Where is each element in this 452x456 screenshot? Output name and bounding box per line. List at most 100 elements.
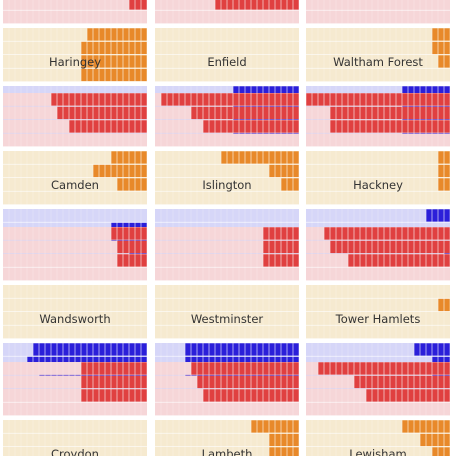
bar-block-islington-1-10 <box>233 106 239 120</box>
bar-block-wandsworth-8-14 <box>57 343 63 356</box>
bar-block-camden-5-5 <box>111 164 117 178</box>
bar-block-camden-0-9 <box>87 93 93 106</box>
bar-block-hackney-1-16 <box>348 106 354 120</box>
bar-block-westminster-8-8 <box>245 343 251 356</box>
bar-block-croydon-2-7 <box>99 389 105 402</box>
bar-block-lambeth-0-17 <box>191 362 197 375</box>
bar-block-hackney-0-14 <box>360 93 366 106</box>
bar-block-lewisham-4-0 <box>444 420 450 433</box>
bar-block-westminster-0-5 <box>263 227 269 240</box>
bar-block-islington-1-12 <box>221 106 227 120</box>
bar-block-lewisham-1-7 <box>402 375 408 389</box>
bar-block-enfield-8-6 <box>257 86 263 99</box>
bar-block-tower-hamlets-1-0 <box>444 240 450 254</box>
bar-block-camden-6-0 <box>141 178 147 191</box>
bar-block-enfield-11-8 <box>245 126 251 140</box>
bar-block-westminster-2-5 <box>263 254 269 267</box>
bar-block-enfield-2-9 <box>239 0 245 10</box>
bar-block-lewisham-1-11 <box>378 375 384 389</box>
bar-block-islington-2-6 <box>257 120 263 133</box>
bar-block-wandsworth-1-1 <box>135 240 141 254</box>
bar-block-hackney-0-16 <box>348 93 354 106</box>
bar-block-tower-hamlets-8-5 <box>414 343 420 356</box>
bar-block-lambeth-2-14 <box>209 389 215 402</box>
bar-block-hackney-0-17 <box>342 93 348 106</box>
bar-block-islington-5-2 <box>281 164 287 178</box>
bar-block-enfield-9-6 <box>257 99 263 113</box>
panel-label-westminster: Westminster <box>191 312 264 326</box>
bar-block-lewisham-1-12 <box>372 375 378 389</box>
bar-block-haringey-5-9 <box>87 41 93 55</box>
bar-block-haringey-7-6 <box>105 68 111 82</box>
bar-block-islington-1-6 <box>257 106 263 120</box>
bar-block-hackney-8-0 <box>444 209 450 222</box>
bar-block-croydon-1-10 <box>81 375 87 389</box>
bar-block-camden-6-2 <box>129 178 135 191</box>
bar-block-tower-hamlets-1-10 <box>384 240 390 254</box>
bar-block-enfield-8-4 <box>269 86 275 99</box>
bar-block-lewisham-2-3 <box>426 389 432 402</box>
bar-block-lewisham-2-4 <box>420 389 426 402</box>
bar-block-lewisham-1-4 <box>420 375 426 389</box>
bar-block-camden-1-1 <box>135 106 141 120</box>
bar-block-enfield-9-10 <box>233 99 239 113</box>
bar-block-hackney-2-15 <box>354 120 360 133</box>
bar-block-camden-0-4 <box>117 93 123 106</box>
bar-block-lewisham-1-9 <box>390 375 396 389</box>
bar-block-tower-hamlets-1-13 <box>366 240 372 254</box>
bar-block-westminster-2-3 <box>275 254 281 267</box>
bar-block-tower-hamlets-8-0 <box>444 343 450 356</box>
bar-block-westminster-0-1 <box>287 227 293 240</box>
bar-block-tower-hamlets-0-13 <box>366 227 372 240</box>
bar-block-croydon-0-5 <box>111 362 117 375</box>
bar-block-wandsworth-8-10 <box>81 343 87 356</box>
bar-block-croydon-1-0 <box>141 375 147 389</box>
bar-block-camden-4-4 <box>117 151 123 164</box>
bar-block-haringey-2-0 <box>141 0 147 10</box>
bar-block-lambeth-4-0 <box>293 420 299 433</box>
bar-block-wandsworth-8-0 <box>141 343 147 356</box>
bar-block-islington-1-3 <box>275 106 281 120</box>
bar-block-islington-4-8 <box>245 151 251 164</box>
bar-block-hackney-0-9 <box>390 93 396 106</box>
bar-block-croydon-0-3 <box>123 362 129 375</box>
bar-block-tower-hamlets-5-0 <box>444 298 450 312</box>
bar-block-westminster-8-16 <box>197 343 203 356</box>
bar-block-waltham-forest-8-0 <box>444 86 450 99</box>
bar-block-lambeth-2-10 <box>233 389 239 402</box>
bar-block-haringey-5-0 <box>141 41 147 55</box>
bar-block-westminster-8-10 <box>233 343 239 356</box>
bar-block-tower-hamlets-1-1 <box>438 240 444 254</box>
bar-block-lambeth-0-12 <box>221 362 227 375</box>
panel-label-islington: Islington <box>202 178 251 192</box>
bar-block-islington-6-2 <box>281 178 287 191</box>
bar-block-hackney-2-4 <box>420 120 426 133</box>
bar-block-haringey-7-0 <box>141 68 147 82</box>
bar-block-hackney-2-5 <box>414 120 420 133</box>
bar-block-islington-4-9 <box>239 151 245 164</box>
bar-block-camden-1-5 <box>111 106 117 120</box>
bar-block-westminster-2-0 <box>293 254 299 267</box>
bar-block-lewisham-5-1 <box>438 433 444 447</box>
bar-block-croydon-2-6 <box>105 389 111 402</box>
bar-block-lambeth-1-14 <box>209 375 215 389</box>
bar-block-camden-5-4 <box>117 164 123 178</box>
bar-block-lewisham-0-4 <box>420 362 426 375</box>
bar-block-haringey-7-2 <box>129 68 135 82</box>
bar-block-lambeth-1-2 <box>281 375 287 389</box>
bar-block-lewisham-1-3 <box>426 375 432 389</box>
bar-block-enfield-2-5 <box>263 0 269 10</box>
bar-block-lambeth-4-2 <box>281 420 287 433</box>
bar-block-camden-5-1 <box>135 164 141 178</box>
bar-block-waltham-forest-10-7 <box>402 113 408 126</box>
bar-block-haringey-4-3 <box>123 28 129 41</box>
bar-block-lambeth-2-9 <box>239 389 245 402</box>
bar-block-tower-hamlets-1-11 <box>378 240 384 254</box>
bar-block-croydon-2-3 <box>123 389 129 402</box>
bar-block-lambeth-4-5 <box>263 420 269 433</box>
bar-block-tower-hamlets-2-8 <box>396 254 402 267</box>
bar-block-enfield-9-9 <box>239 99 245 113</box>
bar-block-waltham-forest-10-5 <box>414 113 420 126</box>
bar-block-enfield-2-10 <box>233 0 239 10</box>
bar-block-waltham-forest-9-1 <box>438 99 444 113</box>
